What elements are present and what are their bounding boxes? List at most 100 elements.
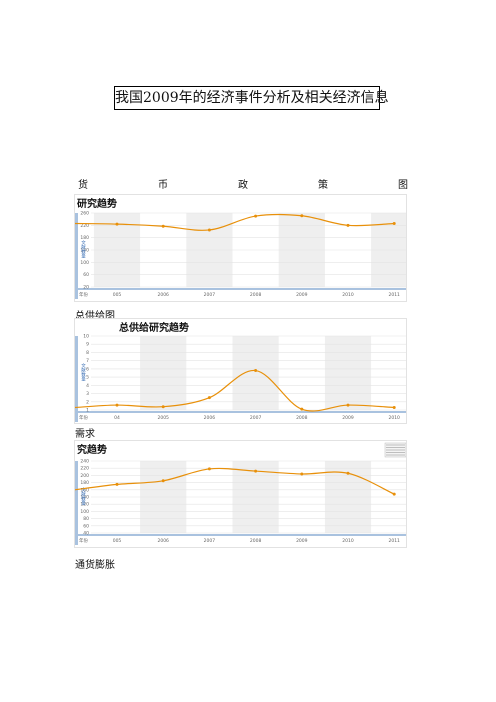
data-point [392,492,396,496]
x-tick-label: 2007 [204,292,216,298]
aggregate-supply-trend-chart: 1 2 3 4 5 6 7 8 9 10 总供给研究趋势 文献数量 年份 04 2005 2006 2007 20… [74,318,407,424]
y-tick-label: 100 [80,260,89,266]
data-point [161,224,165,228]
x-tick-label: 2008 [250,538,262,544]
y-tick-label: 60 [83,272,89,278]
data-point [300,214,304,218]
y-tick-label: 240 [80,459,89,465]
x-tick-label: 005 [113,538,122,544]
series-line [75,467,395,495]
x-tick-label: 2006 [157,538,169,544]
data-point [300,472,304,476]
y-tick-label: 100 [80,509,89,515]
x-tick-label: 2008 [296,415,308,421]
y-tick-label: 4 [86,383,89,389]
caption-char: 图 [398,180,408,191]
x-axis-label: 年份 [79,414,88,421]
y-tick-label: 260 [80,211,89,217]
monetary-policy-trend-chart: 20 60 100 140 180 220 260 研究趋势 文献数量 年份 005 2006 2007… [74,194,407,302]
y-tick-label: 60 [83,523,89,529]
caption-char: 策 [318,180,328,191]
series-line [75,213,395,231]
data-point [254,214,258,218]
chart-title: 研究趋势 [77,197,117,210]
demand-caption: 需求 [75,429,95,440]
y-axis-label: 文献数量 [81,239,86,260]
data-point [346,471,350,475]
x-tick-label: 2006 [204,415,216,421]
data-point [346,223,350,227]
y-tick-label: 6 [86,366,89,372]
x-tick-label: 2005 [157,415,169,421]
chart-title: 究趋势 [77,443,107,456]
data-point [392,221,396,225]
x-tick-label: 2009 [296,292,308,298]
document-title: 我国2009年的经济事件分析及相关经济信息 [114,86,389,110]
data-point [115,222,119,226]
data-point [207,467,211,471]
x-tick-label: 2007 [250,415,262,421]
y-tick-label: 180 [80,480,89,486]
data-point [392,406,396,410]
y-tick-label: 7 [86,358,89,364]
x-tick-label: 2009 [342,415,354,421]
y-tick-label: 9 [86,342,89,348]
x-tick-label: 2007 [204,538,216,544]
baseline-bar [75,411,406,413]
y-tick-label: 40 [83,531,89,537]
x-axis-label: 年份 [79,291,88,298]
y-tick-label: 3 [86,391,89,397]
data-point [254,469,258,473]
x-tick-label: 2006 [157,292,169,298]
data-point [161,405,165,409]
axis-bar [75,336,78,422]
data-point [161,479,165,483]
caption-char: 政 [238,180,248,191]
inflation-caption: 通货膨胀 [75,560,115,571]
data-point [115,403,119,407]
y-tick-label: 140 [80,495,89,501]
baseline-bar [75,288,406,290]
chart-title: 总供给研究趋势 [119,321,189,334]
axis-bar [75,213,78,299]
y-tick-label: 220 [80,223,89,229]
data-point [346,403,350,407]
x-tick-label: 2008 [250,292,262,298]
data-point [207,228,211,232]
aggregate-supply-caption: 总供给图 [75,311,115,322]
x-tick-label: 2011 [388,292,400,298]
monetary-policy-caption: 货 币 政 策 图 [78,176,408,191]
demand-trend-chart: 40 60 80 100 120 140 160 180 200 220 240 究趋势文献数量年份 0… [74,440,407,548]
data-point [115,482,119,486]
y-tick-label: 180 [80,235,89,241]
y-tick-label: 200 [80,473,89,479]
x-axis-label: 年份 [79,537,88,544]
x-tick-label: 04 [114,415,120,421]
series-line [75,369,395,412]
band-column [140,336,187,410]
y-tick-label: 8 [86,350,89,356]
axis-bar [75,461,78,545]
caption-char: 货 [78,180,88,191]
y-tick-label: 220 [80,466,89,472]
caption-char: 币 [158,180,168,191]
y-tick-label: 160 [80,487,89,493]
y-tick-label: 10 [83,334,89,340]
x-tick-label: 005 [113,292,122,298]
y-axis-label: 文献数量 [81,362,86,383]
y-tick-label: 80 [83,516,89,522]
band-column [324,336,372,410]
data-point [254,369,258,373]
y-tick-label: 120 [80,502,89,508]
y-axis-label: 文献数量 [81,486,86,507]
y-tick-label: 1 [86,408,89,414]
y-tick-label: 140 [80,248,89,254]
band-column [232,336,279,410]
x-tick-label: 2010 [388,415,400,421]
data-point [207,396,211,400]
data-point [300,407,304,411]
x-tick-label: 2010 [342,538,354,544]
